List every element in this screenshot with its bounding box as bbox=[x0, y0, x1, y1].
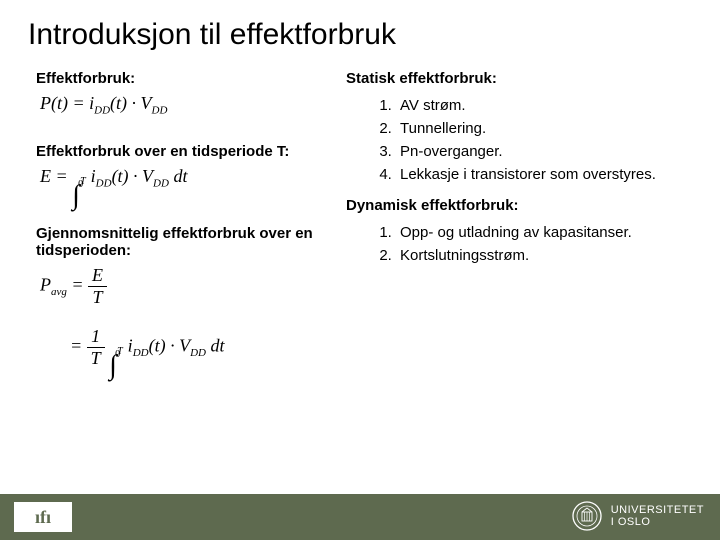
list-item: Opp- og utladning av kapasitanser. bbox=[396, 224, 720, 241]
left-heading-3: Gjennomsnittelig effektforbruk over en t… bbox=[36, 225, 336, 259]
uio-text: UNIVERSITETET I OSLO bbox=[611, 504, 704, 528]
uio-line2: I OSLO bbox=[611, 516, 704, 528]
formula-energy: E = ∫T0 iDD(t) · VDD dt bbox=[40, 166, 336, 190]
list-item: Pn-overganger. bbox=[396, 143, 720, 160]
list-item: Tunnellering. bbox=[396, 120, 720, 137]
right-heading-static: Statisk effektforbruk: bbox=[346, 70, 720, 87]
content-area: Effektforbruk: P(t) = iDD(t) · VDD Effek… bbox=[36, 70, 700, 480]
footer-bar: ıfı UNIVERSITETET I OSLO bbox=[0, 494, 720, 540]
static-list: AV strøm. Tunnellering. Pn-overganger. Lekk… bbox=[396, 97, 720, 183]
left-heading-1: Effektforbruk: bbox=[36, 70, 336, 87]
right-heading-dynamic: Dynamisk effektforbruk: bbox=[346, 197, 720, 214]
formula-power: P(t) = iDD(t) · VDD bbox=[40, 93, 336, 117]
ifi-logo-text: ıfı bbox=[35, 507, 51, 528]
slide: Introduksjon til effektforbruk Effektfor… bbox=[0, 0, 720, 540]
list-item: Lekkasje i transistorer som overstyres. bbox=[396, 166, 720, 183]
dynamic-list: Opp- og utladning av kapasitanser. Kortsl… bbox=[396, 224, 720, 264]
left-column: Effektforbruk: P(t) = iDD(t) · VDD Effek… bbox=[36, 70, 336, 387]
formula-pavg-1: Pavg = ET bbox=[40, 265, 336, 308]
uio-seal-icon bbox=[571, 500, 603, 532]
left-heading-2: Effektforbruk over en tidsperiode T: bbox=[36, 143, 336, 160]
formula-pavg-2: = 1T ∫T0 iDD(t) · VDD dt bbox=[70, 326, 336, 369]
slide-title: Introduksjon til effektforbruk bbox=[28, 18, 396, 52]
list-item: Kortslutningsstrøm. bbox=[396, 247, 720, 264]
right-column: Statisk effektforbruk: AV strøm. Tunnelle… bbox=[346, 70, 720, 278]
uio-logo: UNIVERSITETET I OSLO bbox=[571, 500, 704, 532]
list-item: AV strøm. bbox=[396, 97, 720, 114]
uio-line1: UNIVERSITETET bbox=[611, 504, 704, 516]
ifi-logo: ıfı bbox=[14, 502, 72, 532]
